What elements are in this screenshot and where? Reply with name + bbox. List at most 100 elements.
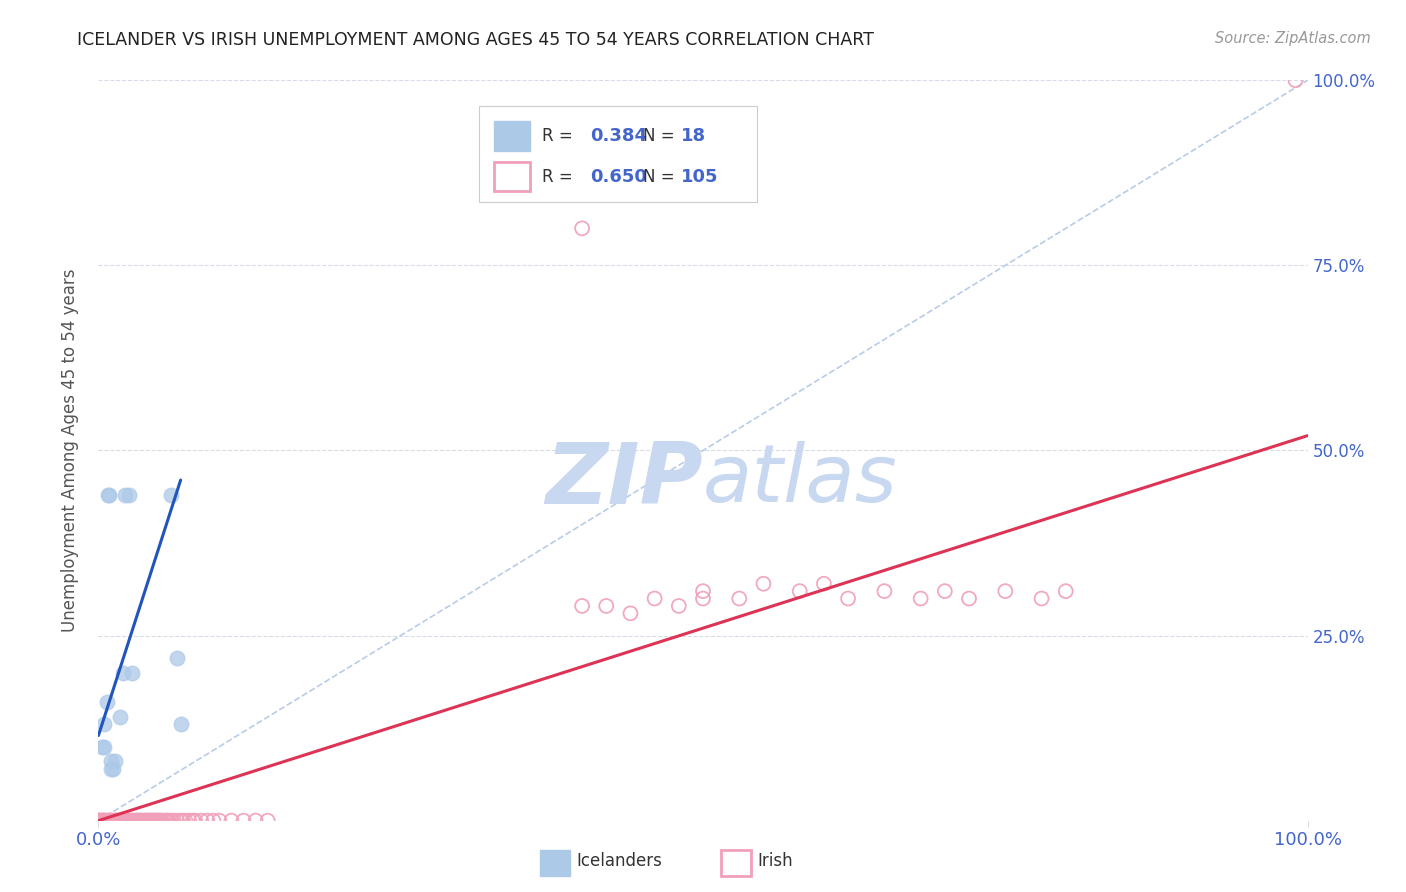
Point <box>96 695 118 709</box>
Text: R =: R = <box>543 168 578 186</box>
Point <box>232 814 254 828</box>
Point <box>121 665 143 680</box>
Point <box>114 814 136 828</box>
Point <box>160 814 183 828</box>
Point <box>155 814 177 828</box>
Point <box>121 814 143 828</box>
Point <box>156 814 179 828</box>
Point <box>994 584 1017 599</box>
Point <box>957 591 980 606</box>
Point <box>87 814 110 828</box>
Text: ZIP: ZIP <box>546 439 703 522</box>
Point <box>129 814 152 828</box>
Point <box>1284 73 1306 87</box>
Point <box>179 814 201 828</box>
Point <box>162 814 184 828</box>
Point <box>100 762 122 776</box>
Point <box>127 814 149 828</box>
Point <box>169 814 191 828</box>
Text: R =: R = <box>543 127 578 145</box>
Point <box>190 814 212 828</box>
Point <box>105 814 128 828</box>
Point <box>135 814 157 828</box>
Text: Source: ZipAtlas.com: Source: ZipAtlas.com <box>1215 31 1371 46</box>
Point <box>181 814 204 828</box>
Point <box>166 814 188 828</box>
Point <box>789 584 811 599</box>
Text: Irish: Irish <box>758 853 793 871</box>
Point <box>149 814 172 828</box>
Point <box>132 814 155 828</box>
Point <box>169 717 191 731</box>
Point <box>91 814 114 828</box>
Text: 0.650: 0.650 <box>591 168 647 186</box>
Point <box>619 607 641 621</box>
Point <box>108 814 131 828</box>
Point <box>160 488 183 502</box>
Point <box>87 814 110 828</box>
Point <box>100 755 122 769</box>
Point <box>245 814 267 828</box>
Point <box>89 814 111 828</box>
Point <box>108 710 131 724</box>
Point <box>97 488 120 502</box>
Point <box>108 814 131 828</box>
Point <box>131 814 153 828</box>
Point <box>111 814 134 828</box>
Point <box>837 591 859 606</box>
Point <box>118 814 141 828</box>
Point <box>202 814 225 828</box>
Text: 0.384: 0.384 <box>591 127 648 145</box>
Point <box>105 814 128 828</box>
Point <box>150 814 173 828</box>
Point <box>692 591 714 606</box>
Point <box>101 814 124 828</box>
Point <box>115 814 138 828</box>
Point <box>87 814 110 828</box>
Y-axis label: Unemployment Among Ages 45 to 54 years: Unemployment Among Ages 45 to 54 years <box>60 268 79 632</box>
Text: Icelanders: Icelanders <box>576 853 662 871</box>
Point <box>142 814 165 828</box>
Point <box>111 665 134 680</box>
FancyBboxPatch shape <box>479 106 758 202</box>
Point <box>172 814 194 828</box>
Bar <box>721 850 751 876</box>
Point <box>111 814 134 828</box>
Point <box>728 591 751 606</box>
Point <box>813 576 835 591</box>
Point <box>117 814 139 828</box>
Point <box>910 591 932 606</box>
Point <box>208 814 231 828</box>
Point <box>91 814 114 828</box>
Point <box>100 814 122 828</box>
Point <box>174 814 197 828</box>
Point <box>571 221 593 235</box>
Bar <box>494 161 530 191</box>
Point <box>112 814 135 828</box>
Point <box>1031 591 1053 606</box>
Point <box>110 814 132 828</box>
Point <box>692 584 714 599</box>
Text: ICELANDER VS IRISH UNEMPLOYMENT AMONG AGES 45 TO 54 YEARS CORRELATION CHART: ICELANDER VS IRISH UNEMPLOYMENT AMONG AG… <box>77 31 875 49</box>
Point <box>128 814 150 828</box>
Point <box>934 584 956 599</box>
Point <box>118 814 141 828</box>
Point <box>146 814 169 828</box>
Point <box>98 814 121 828</box>
Point <box>195 814 218 828</box>
Point <box>143 814 166 828</box>
Point <box>125 814 148 828</box>
Point <box>166 650 188 665</box>
Point <box>93 814 115 828</box>
Bar <box>494 121 530 151</box>
Point <box>97 814 120 828</box>
Point <box>145 814 167 828</box>
Point <box>873 584 896 599</box>
Point <box>124 814 146 828</box>
Point <box>103 814 125 828</box>
Point <box>122 814 145 828</box>
Point <box>120 814 142 828</box>
Point <box>595 599 617 613</box>
Text: 18: 18 <box>682 127 706 145</box>
Point <box>157 814 180 828</box>
